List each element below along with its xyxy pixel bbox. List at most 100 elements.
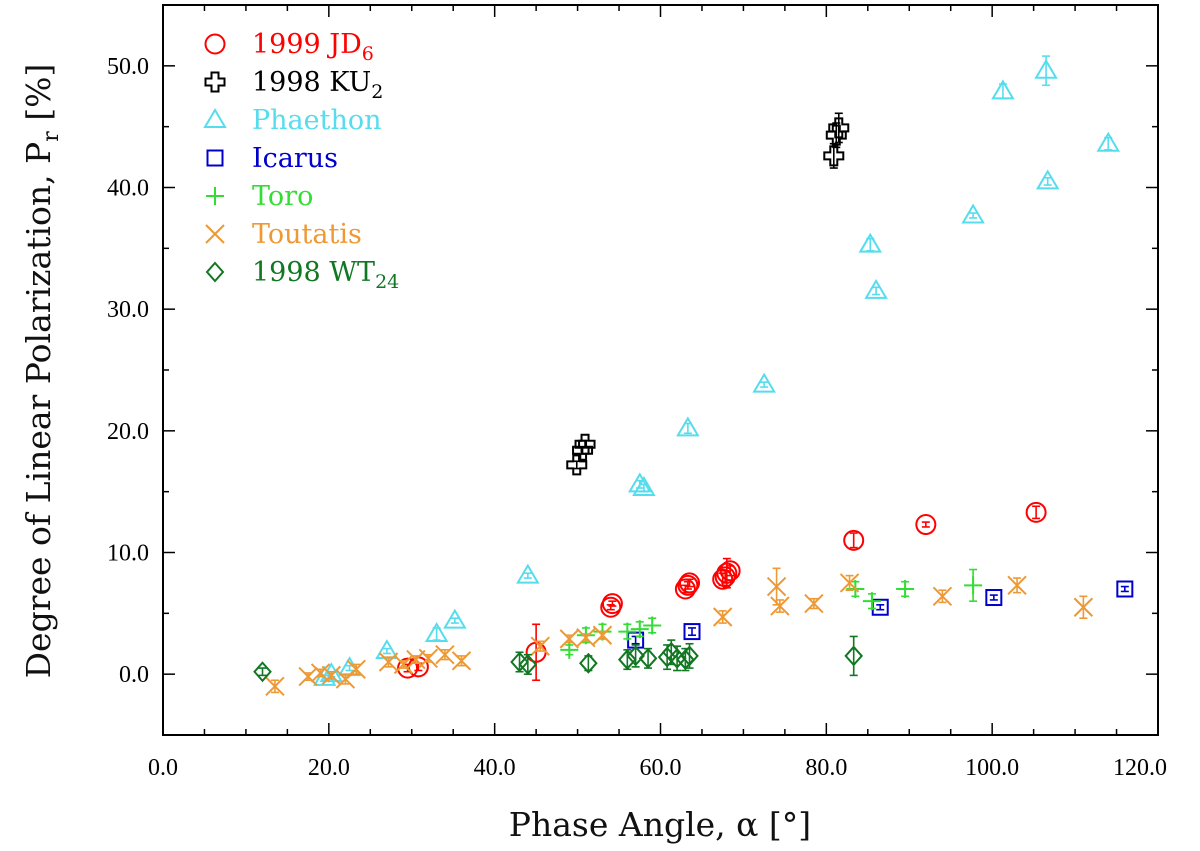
y-tick-label: 20.0	[107, 419, 149, 445]
x-tick-label: 120.0	[1113, 755, 1167, 781]
data-point	[566, 454, 588, 476]
data-point	[346, 659, 366, 680]
data-point	[839, 573, 860, 593]
data-point	[1034, 58, 1058, 79]
error-bar	[969, 212, 978, 219]
error-bar	[532, 623, 541, 682]
error-bar	[608, 600, 617, 607]
data-point	[601, 593, 623, 615]
error-bar	[726, 565, 735, 577]
legend-label: 1998 WT24	[252, 257, 399, 293]
error-bar	[1032, 505, 1041, 520]
data-point	[265, 676, 285, 697]
error-bar	[1120, 585, 1129, 593]
data-point	[825, 124, 847, 146]
legend-marker	[206, 187, 224, 205]
data-point	[435, 644, 455, 665]
data-marks	[253, 55, 1134, 697]
series-x	[265, 567, 1094, 697]
data-point	[716, 562, 738, 584]
y-tick-label: 30.0	[107, 297, 149, 323]
series-triangle	[312, 55, 1120, 686]
data-point	[862, 592, 881, 611]
data-point	[964, 576, 983, 595]
data-point	[617, 649, 637, 671]
x-tick-label: 100.0	[965, 755, 1019, 781]
data-point	[630, 620, 649, 639]
error-bar	[688, 627, 697, 637]
data-point	[638, 647, 658, 669]
error-bar	[849, 532, 858, 549]
error-bar	[683, 580, 692, 590]
error-bar	[523, 572, 532, 579]
data-point	[915, 514, 937, 536]
data-point	[618, 622, 637, 641]
data-point	[443, 608, 467, 629]
legend-label: Toutatis	[252, 219, 362, 250]
data-point	[932, 586, 953, 607]
data-point	[1096, 131, 1120, 152]
legend-label: Toro	[252, 181, 313, 212]
data-point	[719, 560, 741, 582]
data-point	[864, 278, 888, 299]
data-point	[572, 439, 594, 461]
data-point	[397, 657, 419, 679]
legend-marker	[206, 149, 224, 167]
error-bar	[876, 604, 885, 611]
data-point	[321, 665, 342, 686]
data-point	[559, 629, 579, 649]
data-point	[770, 596, 790, 616]
series-cross	[566, 112, 850, 476]
data-point	[804, 593, 824, 614]
data-point	[1073, 597, 1094, 617]
data-point	[592, 625, 613, 645]
y-tick-label: 40.0	[107, 176, 149, 202]
x-tick-label: 80.0	[805, 755, 847, 781]
y-tick-label: 10.0	[107, 541, 149, 567]
error-bar	[760, 381, 769, 388]
data-point	[676, 649, 695, 671]
error-bar	[631, 635, 640, 645]
legend-marker	[204, 33, 226, 55]
y-tick-label: 0.0	[119, 662, 149, 688]
data-point	[896, 580, 915, 598]
data-point	[632, 476, 656, 497]
data-point	[319, 662, 344, 683]
series-diamond	[253, 635, 864, 683]
error-bar	[258, 667, 267, 677]
data-point	[628, 472, 652, 493]
legend-label: 1998 KU2	[252, 67, 383, 103]
data-point	[626, 645, 645, 667]
error-bar	[685, 578, 694, 588]
data-point	[961, 203, 985, 224]
legend-label: Icarus	[252, 143, 338, 174]
data-point	[576, 627, 596, 648]
y-axis-title-subscript: r	[39, 131, 64, 142]
data-point	[516, 563, 540, 584]
error-bar	[849, 635, 858, 677]
legend-marker	[205, 224, 225, 244]
data-point	[451, 651, 472, 671]
data-point	[674, 578, 696, 600]
error-bar	[989, 594, 998, 601]
data-point	[828, 117, 850, 139]
error-bar	[631, 644, 640, 668]
data-point	[375, 639, 399, 660]
data-point	[424, 622, 449, 643]
data-point	[985, 589, 1003, 607]
x-tick-label: 60.0	[640, 755, 682, 781]
data-point	[1025, 501, 1047, 523]
data-point	[680, 645, 699, 667]
data-point	[518, 653, 538, 675]
data-point	[1035, 169, 1060, 190]
y-axis-title-unit: [%]	[19, 64, 58, 132]
x-tick-label: 20.0	[308, 755, 350, 781]
data-point	[752, 372, 776, 393]
series-square	[627, 580, 1134, 649]
data-point	[677, 574, 699, 596]
error-bar	[872, 286, 881, 296]
data-point	[530, 636, 550, 656]
data-point	[843, 529, 865, 551]
legend-marker	[203, 108, 227, 128]
